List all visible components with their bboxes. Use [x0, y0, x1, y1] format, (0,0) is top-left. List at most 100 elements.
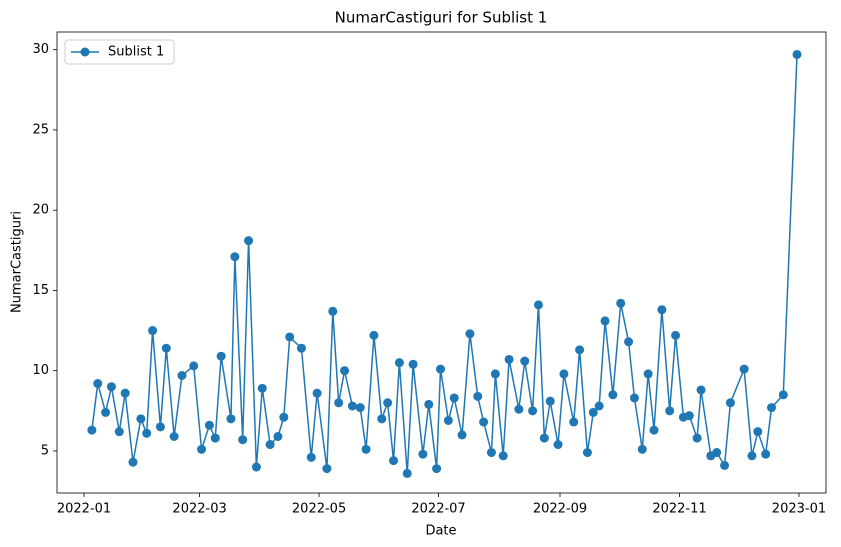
point	[520, 356, 530, 366]
point	[539, 433, 549, 443]
point	[624, 337, 634, 347]
point	[443, 415, 453, 425]
point	[449, 393, 459, 403]
plot-frame	[56, 31, 827, 494]
point	[136, 414, 146, 424]
point	[792, 49, 802, 59]
point	[361, 444, 371, 454]
point	[226, 414, 236, 424]
point	[533, 300, 543, 310]
point	[528, 406, 538, 416]
point	[189, 361, 199, 371]
point	[473, 391, 483, 401]
x-axis-label: Date	[425, 524, 456, 539]
y-tick-label: 30	[32, 42, 49, 57]
point	[498, 451, 508, 461]
point	[553, 440, 563, 450]
point	[725, 398, 735, 408]
x-tick-label: 2022-09	[533, 502, 587, 517]
point	[569, 417, 579, 427]
point	[432, 464, 442, 474]
series-line	[91, 54, 798, 474]
point	[559, 369, 569, 379]
point	[692, 433, 702, 443]
point	[230, 252, 240, 262]
x-tick-label: 2022-01	[57, 502, 111, 517]
point	[436, 364, 446, 374]
legend-marker	[80, 47, 90, 57]
point	[479, 417, 489, 427]
point	[616, 298, 626, 308]
chart-title: NumarCastiguri for Sublist 1	[335, 9, 548, 27]
point	[148, 326, 158, 336]
point	[155, 422, 165, 432]
point	[582, 448, 592, 458]
point	[340, 366, 350, 376]
point	[747, 451, 757, 461]
point	[514, 404, 524, 414]
point	[322, 464, 332, 474]
point	[671, 330, 681, 340]
point	[106, 382, 116, 392]
point	[588, 407, 598, 417]
point	[778, 390, 788, 400]
point	[408, 359, 418, 369]
point	[575, 345, 585, 355]
point	[265, 440, 275, 450]
legend-label: Sublist 1	[108, 45, 164, 60]
point	[490, 369, 500, 379]
point	[334, 398, 344, 408]
point	[712, 448, 722, 458]
point	[594, 401, 604, 411]
point	[629, 393, 639, 403]
x-tick-label: 2023-01	[772, 502, 826, 517]
point	[753, 427, 763, 437]
point	[649, 425, 659, 435]
point	[216, 351, 226, 361]
point	[600, 316, 610, 326]
point	[643, 369, 653, 379]
point	[306, 452, 316, 462]
point	[424, 399, 434, 409]
point	[161, 343, 171, 353]
y-tick-label: 15	[32, 283, 49, 298]
point	[114, 427, 124, 437]
point	[665, 406, 675, 416]
point	[257, 383, 267, 393]
x-tick-label: 2022-05	[292, 502, 346, 517]
y-tick-label: 25	[32, 122, 49, 137]
point	[394, 358, 404, 368]
point	[197, 444, 207, 454]
point	[142, 428, 152, 438]
point	[637, 444, 647, 454]
point	[457, 430, 467, 440]
point	[402, 468, 412, 478]
point	[377, 414, 387, 424]
point	[767, 403, 777, 413]
x-tick-label: 2022-07	[411, 502, 465, 517]
x-tick-label: 2022-03	[172, 502, 226, 517]
point	[120, 388, 130, 398]
point	[545, 396, 555, 406]
legend-box	[64, 39, 175, 65]
y-tick-label: 20	[32, 203, 49, 218]
point	[312, 388, 322, 398]
point	[204, 420, 214, 430]
point	[347, 401, 357, 411]
y-tick-label: 10	[32, 363, 49, 378]
point	[608, 390, 618, 400]
point	[355, 403, 365, 413]
point	[285, 332, 295, 342]
point	[128, 457, 138, 467]
point	[684, 411, 694, 421]
point	[279, 412, 289, 422]
point	[696, 385, 706, 395]
point	[389, 456, 399, 466]
point	[87, 425, 97, 435]
x-tick-label: 2022-11	[652, 502, 706, 517]
point	[101, 407, 111, 417]
point	[739, 364, 749, 374]
point	[383, 398, 393, 408]
